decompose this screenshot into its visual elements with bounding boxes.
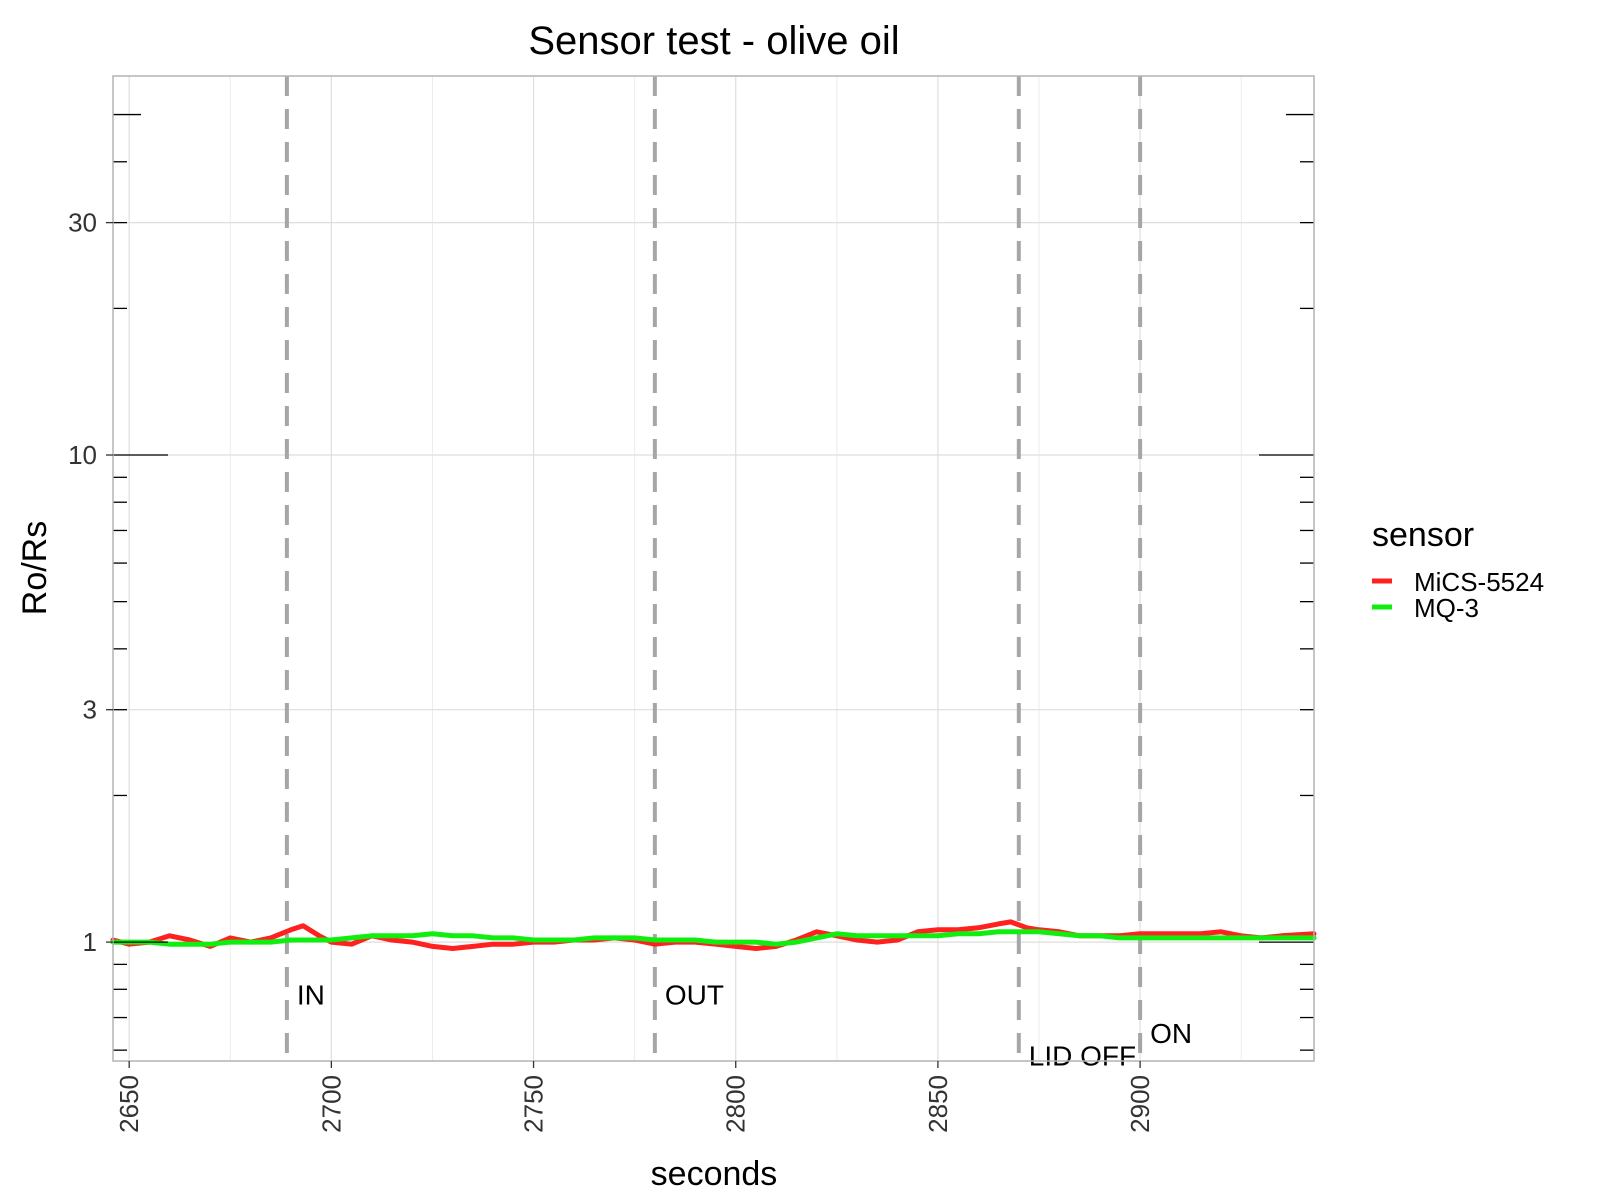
legend-label: MQ-3	[1414, 593, 1479, 623]
plot-panel: IN OUT LID OFF ON	[110, 75, 1317, 1072]
y-tick-label: 10	[68, 440, 97, 470]
event-label: OUT	[665, 980, 724, 1011]
y-tick-label: 1	[83, 927, 97, 957]
chart-title: Sensor test - olive oil	[528, 19, 899, 63]
y-axis-title: Ro/Rs	[16, 521, 54, 615]
x-axis-ticks: 2650 2700 2750 2800 2850 2900	[114, 1061, 1155, 1133]
event-label: ON	[1150, 1018, 1192, 1049]
x-tick-label: 2650	[114, 1075, 144, 1133]
y-axis-ticks: 1 3 10 30	[68, 208, 113, 957]
y-tick-label: 30	[68, 208, 97, 238]
x-tick-label: 2900	[1125, 1075, 1155, 1133]
x-tick-label: 2800	[721, 1075, 751, 1133]
plot-border	[112, 75, 1315, 1062]
event-label: LID OFF	[1029, 1041, 1136, 1072]
x-tick-label: 2850	[923, 1075, 953, 1133]
x-axis-title: seconds	[651, 1155, 778, 1193]
plot-background	[113, 76, 1314, 1061]
legend-title: sensor	[1372, 516, 1474, 554]
x-tick-label: 2750	[519, 1075, 549, 1133]
legend-label: MiCS-5524	[1414, 567, 1544, 597]
y-tick-label: 3	[83, 695, 97, 725]
series-lines	[110, 919, 1317, 951]
x-tick-label: 2700	[316, 1075, 346, 1133]
series-line	[110, 929, 1317, 947]
event-annotations: IN OUT LID OFF ON	[297, 980, 1192, 1072]
axis-rug-ticks	[113, 113, 1314, 1051]
event-label: IN	[297, 980, 325, 1011]
